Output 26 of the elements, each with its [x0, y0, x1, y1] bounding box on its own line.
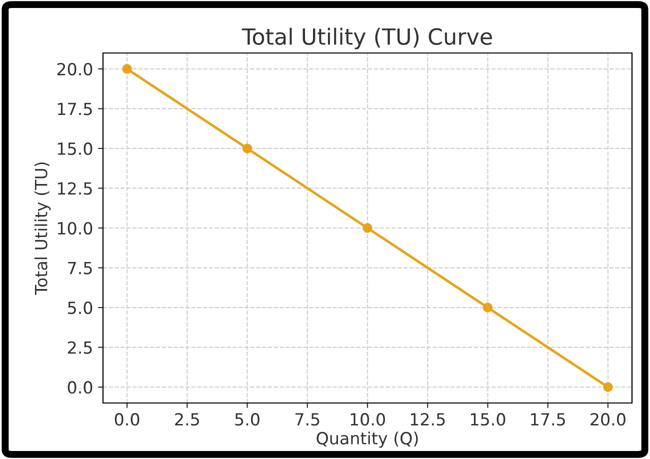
x-tick-label: 7.5 [296, 413, 320, 426]
y-tick-label: 10.0 [58, 222, 92, 235]
y-tick-label: 2.5 [68, 341, 92, 354]
x-tick-label: 0.0 [114, 413, 140, 426]
point [122, 64, 132, 74]
point [362, 223, 372, 233]
y-tick-label: 17.5 [58, 102, 92, 116]
point [482, 302, 493, 312]
point [242, 144, 252, 154]
x-tick-label: 5.0 [235, 413, 260, 426]
x-tick-label: 2.5 [175, 413, 199, 426]
y-tick-label: 20.0 [57, 62, 92, 76]
x-tick-label: 20.0 [590, 413, 626, 426]
x-tick-label: 10.0 [350, 413, 385, 426]
y-tick-label: 15.0 [58, 142, 92, 156]
x-tick-label: 17.5 [531, 413, 565, 426]
chart-title: Total Utility (TU) Curve [242, 28, 492, 50]
x-tick-label: 12.5 [410, 413, 445, 426]
y-axis-title: Total Utility (TU) [34, 162, 51, 296]
y-tick-label: 7.5 [68, 262, 92, 274]
y-tick-label: 12.5 [58, 182, 92, 195]
point [603, 382, 613, 392]
y-tick-label: 0.0 [68, 381, 92, 394]
x-axis-title: Quantity (Q) [316, 432, 418, 448]
x-tick-label: 15.0 [471, 413, 506, 426]
y-tick-label: 5.0 [68, 302, 92, 314]
